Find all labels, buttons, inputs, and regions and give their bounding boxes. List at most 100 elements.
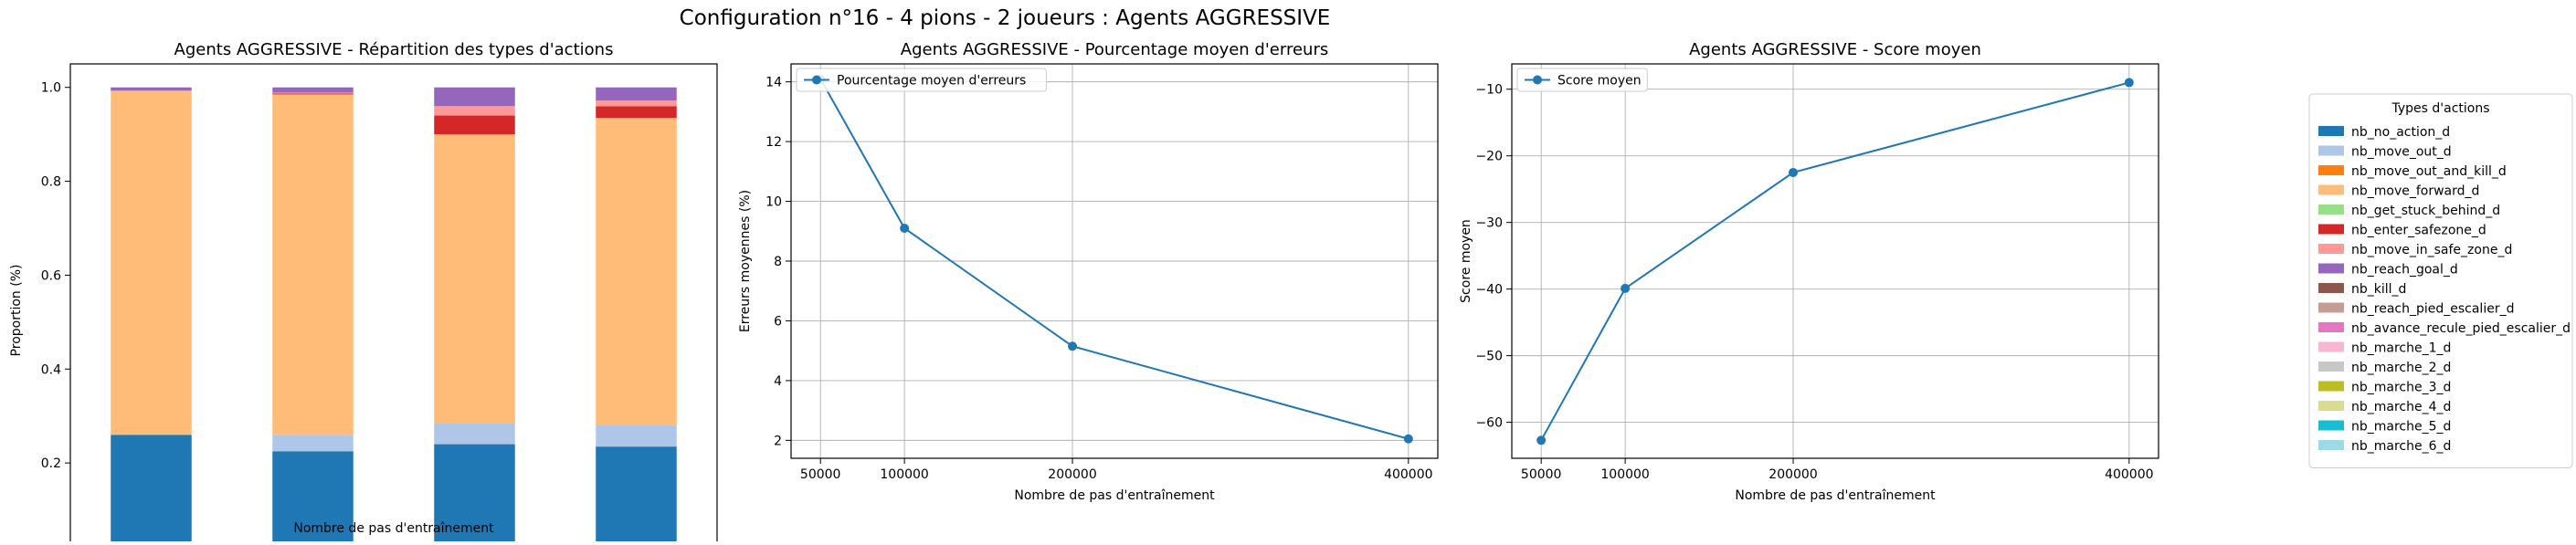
bar-y-tick-label: 0.4: [41, 362, 61, 377]
legend-label-nb_reach_pied_escalier_d: nb_reach_pied_escalier_d: [2351, 302, 2514, 317]
bar-segment-nb_enter_safezone_d: [272, 93, 354, 95]
legend-label-nb_marche_5_d: nb_marche_5_d: [2351, 420, 2451, 435]
legend-label-nb_move_in_safe_zone_d: nb_move_in_safe_zone_d: [2351, 243, 2512, 257]
legend-label-nb_no_action_d: nb_no_action_d: [2351, 125, 2450, 140]
legend-swatch-nb_move_out_and_kill_d: [2318, 165, 2344, 175]
score-legend-box: [1516, 68, 1648, 92]
legend-box: [2308, 93, 2573, 468]
score-y-tick-label: −50: [1475, 350, 1503, 364]
error-y-tick-label: 10: [765, 195, 782, 210]
score-data-point: [1621, 283, 1631, 293]
legend-swatch-nb_marche_6_d: [2318, 440, 2344, 450]
legend-swatch-nb_marche_2_d: [2318, 362, 2344, 372]
score-x-tick-label: 400000: [2105, 467, 2153, 482]
score-legend-label: Score moyen: [1557, 74, 1642, 89]
score-chart-title: Agents AGGRESSIVE - Score moyen: [1689, 40, 1981, 59]
legend-swatch-nb_enter_safezone_d: [2318, 224, 2344, 235]
score-y-tick-label: −30: [1475, 216, 1503, 231]
bar-y-axis-label: Proportion (%): [9, 265, 24, 357]
error-y-tick-label: 12: [765, 135, 782, 150]
score-legend-marker: [1533, 75, 1542, 85]
legend-swatch-nb_no_action_d: [2318, 126, 2344, 136]
score-x-axis-label: Nombre de pas d'entraînement: [1735, 488, 1936, 503]
error-legend-box: [796, 68, 1047, 92]
legend-label-nb_marche_1_d: nb_marche_1_d: [2351, 341, 2451, 356]
bar-plot-frame: [69, 63, 718, 545]
bar-chart-title: Agents AGGRESSIVE - Répartition des type…: [174, 40, 614, 59]
action-types-legend: Types d'actions nb_no_action_d nb_move_out…: [2308, 93, 2573, 468]
bar-segment-nb_move_in_safe_zone_d: [596, 100, 677, 107]
error-data-point: [900, 224, 910, 233]
score-y-tick-label: −60: [1475, 416, 1503, 431]
legend-label-nb_move_out_and_kill_d: nb_move_out_and_kill_d: [2351, 164, 2507, 179]
legend-label-nb_kill_d: nb_kill_d: [2351, 282, 2406, 297]
score-data-point: [2124, 78, 2134, 88]
error-chart-title: Agents AGGRESSIVE - Pourcentage moyen d'…: [901, 40, 1328, 59]
legend-label-nb_marche_6_d: nb_marche_6_d: [2351, 439, 2451, 454]
bar-segment-nb_no_action_d: [272, 451, 354, 545]
error-line-chart-panel: Agents AGGRESSIVE - Pourcentage moyen d'…: [738, 40, 1439, 503]
bar-segment-nb_move_forward_d: [272, 94, 354, 435]
error-x-tick-label: 50000: [800, 467, 841, 482]
score-x-tick-label: 50000: [1521, 467, 1562, 482]
legend-label-nb_marche_2_d: nb_marche_2_d: [2351, 361, 2451, 375]
legend-swatch-nb_kill_d: [2318, 283, 2344, 293]
legend-label-nb_reach_goal_d: nb_reach_goal_d: [2351, 263, 2458, 278]
bar-y-tick-label: 0.2: [41, 456, 61, 471]
figure-suptitle: Configuration n°16 - 4 pions - 2 joueurs…: [680, 6, 1331, 30]
legend-swatch-nb_reach_goal_d: [2318, 263, 2344, 274]
error-y-axis-label: Erreurs moyennes (%): [738, 190, 753, 332]
score-line-chart-panel: Agents AGGRESSIVE - Score moyen 50000 1000…: [1459, 40, 2159, 503]
bar-segment-nb_no_action_d: [111, 435, 192, 545]
error-x-tick-label: 200000: [1048, 467, 1096, 482]
bar-segment-nb_move_forward_d: [111, 90, 192, 435]
legend-swatch-nb_marche_3_d: [2318, 381, 2344, 392]
bar-segment-nb_move_out_d: [596, 425, 677, 447]
error-y-tick-label: 14: [765, 76, 782, 90]
score-x-tick-label: 200000: [1768, 467, 1817, 482]
legend-swatch-nb_marche_1_d: [2318, 341, 2344, 352]
score-x-tick-label: 100000: [1600, 467, 1649, 482]
bar-segment-nb_reach_goal_d: [111, 87, 192, 91]
score-y-tick-label: −40: [1475, 283, 1503, 298]
bar-segment-nb_move_forward_d: [434, 134, 515, 424]
legend-swatch-nb_avance_recule_pied_escalier_d: [2318, 322, 2344, 332]
error-y-tick-label: 8: [774, 255, 782, 269]
bar-y-tick-label: 1.0: [41, 81, 61, 96]
error-legend-marker: [812, 75, 821, 85]
bar-chart-panel: Agents AGGRESSIVE - Répartition des type…: [9, 40, 718, 545]
legend-label-nb_move_forward_d: nb_move_forward_d: [2351, 184, 2479, 199]
legend-title: Types d'actions: [2391, 101, 2489, 116]
score-y-axis-label: Score moyen: [1459, 219, 1473, 303]
legend-label-nb_get_stuck_behind_d: nb_get_stuck_behind_d: [2351, 204, 2500, 218]
legend-swatch-nb_move_forward_d: [2318, 184, 2344, 195]
bar-segment-nb_no_action_d: [434, 444, 515, 545]
score-y-tick-label: −20: [1475, 150, 1503, 164]
bar-segment-nb_reach_goal_d: [434, 87, 515, 107]
legend-label-nb_move_out_d: nb_move_out_d: [2351, 145, 2452, 160]
bar-segment-nb_move_in_safe_zone_d: [434, 106, 515, 116]
score-data-point: [1536, 435, 1547, 445]
legend-label-nb_marche_3_d: nb_marche_3_d: [2351, 381, 2451, 395]
error-y-tick-label: 2: [774, 434, 782, 448]
error-series-line: [819, 78, 1409, 440]
error-y-tick-label: 4: [774, 374, 782, 389]
legend-swatch-nb_move_in_safe_zone_d: [2318, 244, 2344, 254]
error-y-tick-label: 6: [774, 314, 782, 329]
error-data-point: [1403, 434, 1413, 444]
bar-segment-nb_move_in_safe_zone_d: [272, 92, 354, 94]
legend-swatch-nb_move_out_d: [2318, 145, 2344, 156]
bar-segment-nb_enter_safezone_d: [596, 106, 677, 119]
bar-segment-nb_no_action_d: [596, 446, 677, 545]
legend-swatch-nb_marche_5_d: [2318, 420, 2344, 431]
legend-label-nb_enter_safezone_d: nb_enter_safezone_d: [2351, 224, 2486, 238]
bar-segment-nb_reach_goal_d: [596, 87, 677, 101]
legend-swatch-nb_reach_pied_escalier_d: [2318, 302, 2344, 313]
legend-label-nb_avance_recule_pied_escalier_d: nb_avance_recule_pied_escalier_d: [2351, 321, 2571, 336]
bar-segment-nb_move_out_d: [434, 423, 515, 445]
error-x-tick-label: 400000: [1384, 467, 1432, 482]
error-data-point: [1068, 341, 1078, 351]
legend-label-nb_marche_4_d: nb_marche_4_d: [2351, 400, 2451, 414]
